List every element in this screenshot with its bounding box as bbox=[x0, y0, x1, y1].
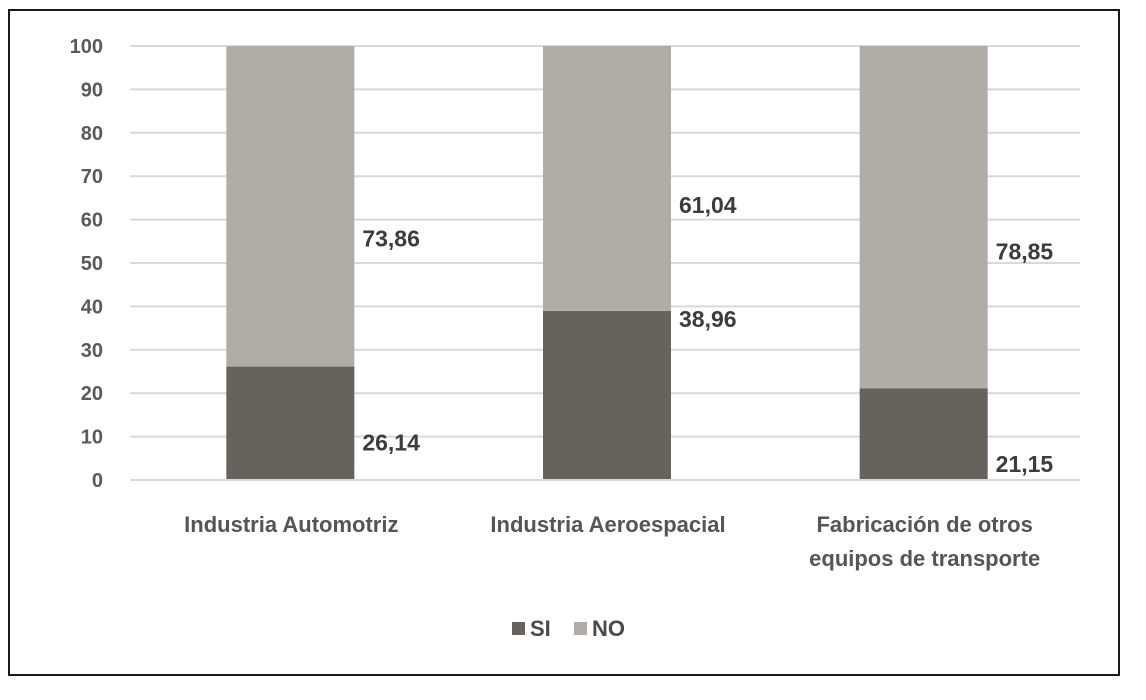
y-tick-label-30: 30 bbox=[81, 340, 103, 362]
y-tick-label-20: 20 bbox=[81, 383, 103, 405]
category-label-3-line-2: equipos de transporte bbox=[809, 546, 1040, 571]
legend-swatch-no bbox=[574, 622, 587, 635]
legend-label-si: SI bbox=[530, 616, 551, 641]
y-tick-label-10: 10 bbox=[81, 427, 103, 449]
category-label-2: Industria Aeroespacial bbox=[490, 512, 725, 537]
data-label-si-2: 38,96 bbox=[679, 306, 737, 332]
category-label-3-line-1: Fabricación de otros bbox=[816, 512, 1032, 537]
data-label-no-3: 78,85 bbox=[996, 238, 1054, 264]
y-tick-label-60: 60 bbox=[81, 210, 103, 232]
y-tick-label-0: 0 bbox=[92, 470, 103, 492]
y-tick-label-100: 100 bbox=[70, 36, 103, 58]
bar-no-2 bbox=[543, 46, 671, 311]
bar-no-1 bbox=[226, 46, 355, 367]
y-tick-label-90: 90 bbox=[81, 79, 103, 101]
y-tick-label-40: 40 bbox=[81, 296, 103, 318]
category-label-1: Industria Automotriz bbox=[184, 512, 398, 537]
y-tick-label-70: 70 bbox=[81, 166, 103, 188]
legend-label-no: NO bbox=[592, 616, 625, 641]
y-tick-label-80: 80 bbox=[81, 123, 103, 145]
bar-si-3 bbox=[859, 388, 988, 480]
data-label-no-1: 73,86 bbox=[362, 225, 420, 251]
data-label-si-1: 26,14 bbox=[362, 430, 420, 456]
bar-si-2 bbox=[543, 310, 671, 480]
legend-swatch-si bbox=[512, 622, 525, 635]
bar-si-1 bbox=[226, 366, 355, 480]
y-tick-label-50: 50 bbox=[81, 253, 103, 275]
bar-no-3 bbox=[859, 46, 988, 389]
data-label-no-2: 61,04 bbox=[679, 192, 737, 218]
data-label-si-3: 21,15 bbox=[996, 451, 1054, 477]
